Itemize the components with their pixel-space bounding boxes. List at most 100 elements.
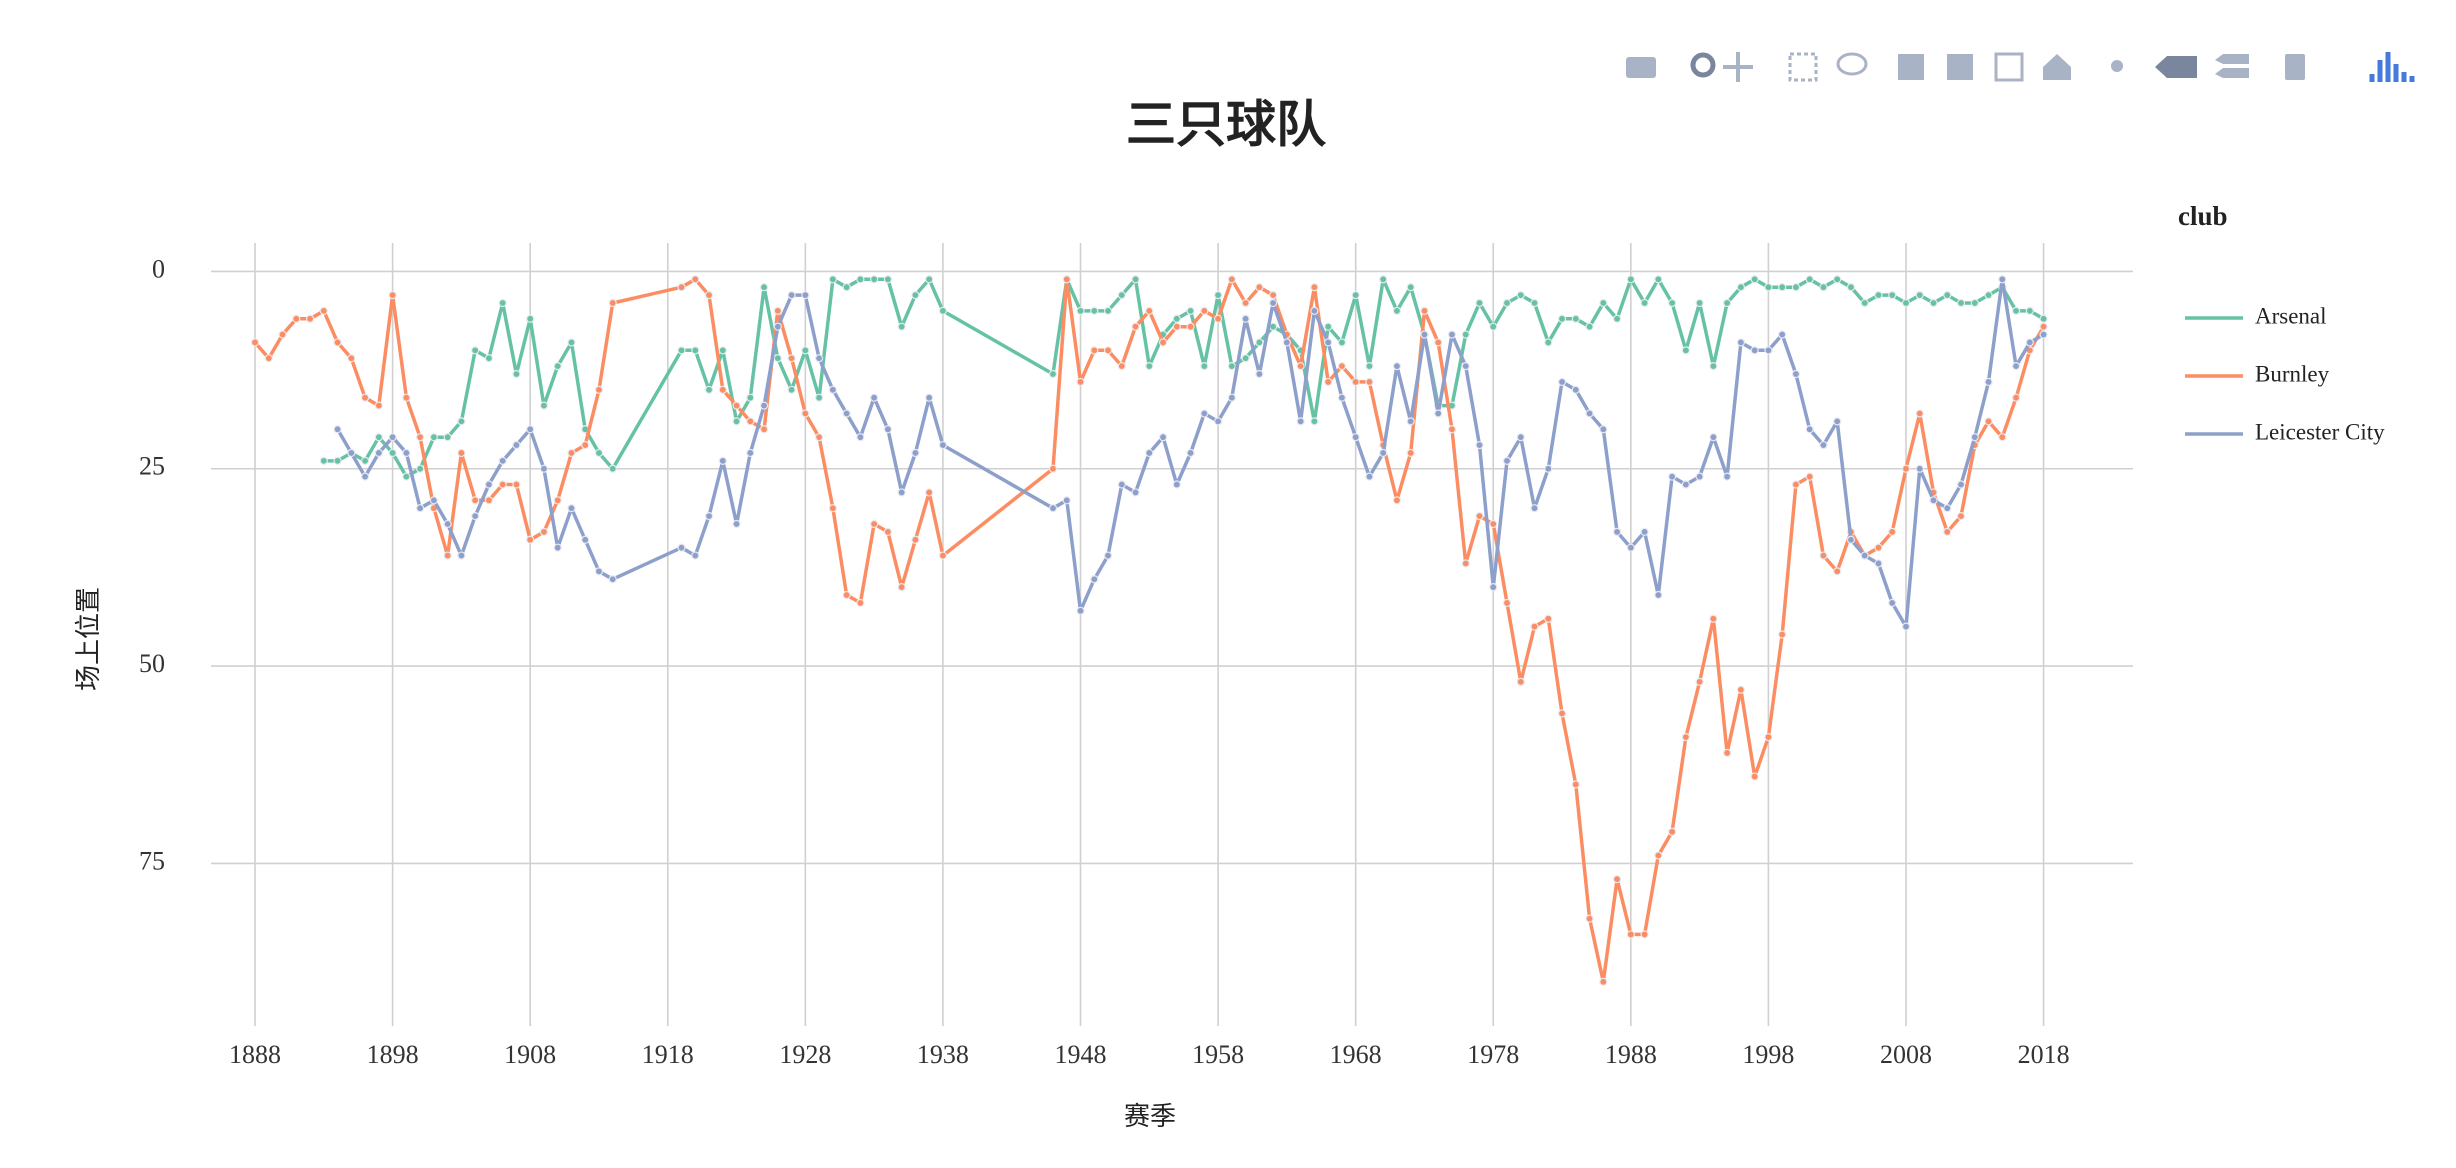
zoom-out-button[interactable] [1947, 54, 1973, 80]
data-point [1172, 322, 1181, 331]
box-select-button[interactable] [1788, 52, 1818, 82]
data-point [1943, 504, 1952, 513]
y-tick-label: 75 [139, 846, 165, 875]
data-point [1103, 551, 1113, 560]
reset-button[interactable] [2043, 54, 2071, 80]
data-point [1668, 298, 1677, 308]
data-point [1406, 417, 1415, 426]
data-point [1131, 488, 1140, 497]
spike-button[interactable] [2111, 60, 2123, 72]
hover-closest-button[interactable] [2155, 56, 2197, 78]
data-point [1420, 330, 1429, 339]
data-point [1557, 314, 1567, 323]
data-point [512, 369, 521, 379]
data-point [1695, 298, 1704, 308]
x-tick-label: 1958 [1192, 1040, 1244, 1069]
data-point [856, 598, 865, 608]
lasso-button[interactable] [1836, 52, 1868, 76]
plotly-logo[interactable] [2369, 52, 2415, 82]
data-point [870, 519, 879, 529]
data-point [1846, 283, 1856, 292]
data-point [1956, 480, 1966, 489]
data-point [1502, 598, 1512, 608]
data-point [925, 393, 934, 402]
data-point [1901, 622, 1911, 631]
docs-button[interactable] [2285, 54, 2305, 80]
grid [211, 243, 2133, 1026]
data-point [773, 306, 782, 315]
data-point [746, 417, 755, 426]
autoscale-button[interactable] [1994, 52, 2024, 82]
data-point [759, 283, 769, 292]
data-point [1392, 306, 1402, 315]
data-point [1695, 472, 1704, 481]
data-point [1585, 914, 1594, 923]
data-point [1337, 393, 1347, 402]
data-point [388, 433, 397, 442]
data-point [911, 290, 920, 300]
data-point [539, 401, 549, 410]
data-point [732, 401, 741, 410]
data-point [1324, 377, 1333, 387]
data-point [1461, 330, 1470, 339]
data-point [1970, 433, 1979, 442]
data-point [1778, 630, 1787, 639]
data-point [1750, 346, 1759, 355]
data-point [1915, 409, 1924, 418]
x-tick-label: 1888 [229, 1040, 281, 1069]
data-point [539, 527, 549, 536]
data-point [333, 338, 342, 347]
data-point [1447, 330, 1457, 339]
data-point [1819, 283, 1828, 292]
data-point [1530, 622, 1539, 631]
data-point [870, 275, 879, 284]
data-point [1874, 290, 1883, 300]
zoom-in-button[interactable] [1898, 54, 1924, 80]
data-point [1117, 480, 1126, 489]
data-point [594, 385, 604, 394]
data-point [429, 496, 438, 505]
hover-compare-button[interactable] [2215, 54, 2249, 78]
x-tick-label: 1988 [1605, 1040, 1657, 1069]
data-point [1901, 298, 1911, 308]
data-point [1626, 275, 1635, 284]
data-point [2039, 314, 2048, 323]
data-point [691, 275, 700, 284]
data-point [512, 480, 521, 489]
data-point [801, 346, 810, 355]
data-point [1145, 362, 1154, 371]
data-point [938, 306, 948, 315]
data-point [1723, 472, 1732, 481]
data-point [1406, 448, 1415, 458]
camera-button[interactable] [1626, 57, 1656, 78]
data-point [1117, 290, 1126, 300]
y-tick-label: 25 [139, 452, 165, 481]
modebar [1626, 52, 2415, 82]
data-point [1612, 314, 1622, 323]
legend-label: Burnley [2255, 361, 2330, 386]
data-point [1805, 425, 1814, 434]
data-point [883, 527, 892, 536]
data-point [526, 314, 535, 323]
data-point [1612, 875, 1622, 884]
data-point [402, 393, 411, 402]
data-point [1915, 290, 1924, 300]
data-point [1640, 930, 1649, 939]
data-point [1778, 283, 1787, 292]
data-point [1929, 496, 1938, 505]
data-point [1998, 433, 2007, 442]
zoom-button[interactable] [1690, 52, 1716, 78]
data-point [1860, 298, 1869, 308]
data-point [677, 346, 686, 355]
data-point [1764, 733, 1773, 742]
data-point [938, 440, 948, 450]
data-point [925, 488, 934, 497]
data-point [1750, 772, 1759, 781]
pan-button[interactable] [1723, 52, 1753, 82]
data-point [1241, 298, 1250, 308]
data-point [691, 346, 700, 355]
x-tick-label: 1898 [367, 1040, 419, 1069]
data-point [897, 488, 906, 497]
data-point [746, 393, 755, 402]
